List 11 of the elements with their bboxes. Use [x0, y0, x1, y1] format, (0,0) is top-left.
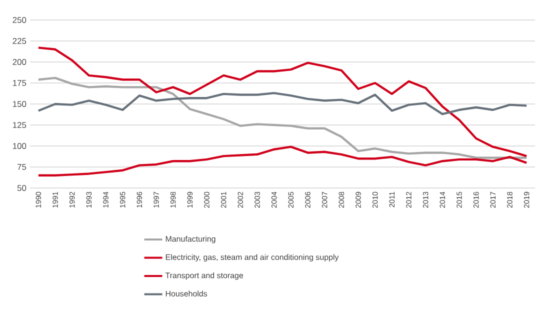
y-tick-label: 250	[12, 17, 26, 23]
line-series	[37, 92, 528, 116]
y-tick-label: 50	[17, 185, 26, 191]
y-tick-label: 75	[18, 164, 26, 170]
y-tick-label: 175	[12, 80, 26, 86]
y-tick-label: 225	[12, 38, 26, 44]
y-tick-label: 125	[12, 122, 26, 128]
y-tick-label: 200	[12, 59, 26, 65]
y-tick-label: 150	[12, 101, 26, 107]
y-tick-label: 100	[12, 143, 26, 149]
line-series	[37, 46, 528, 158]
